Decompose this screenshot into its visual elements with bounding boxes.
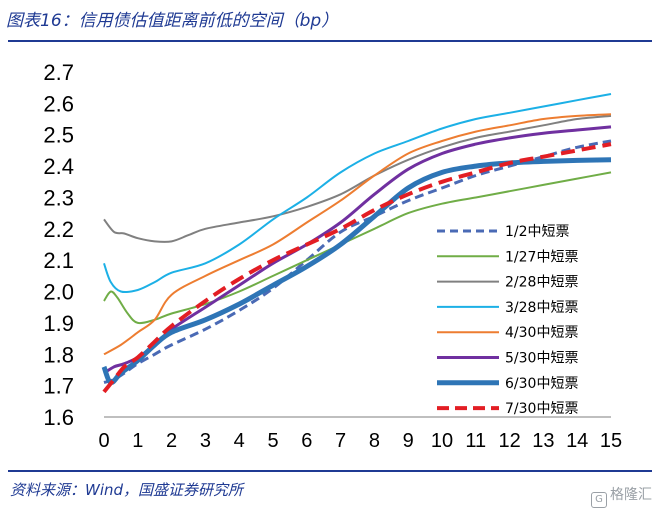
x-tick-label: 13 xyxy=(532,430,554,452)
y-tick-label: 2.1 xyxy=(43,248,74,273)
x-tick-label: 4 xyxy=(234,430,245,452)
top-rule xyxy=(8,40,652,42)
line-chart: 1.61.71.81.92.02.12.22.32.42.52.62.70 1 2 3… xyxy=(43,60,622,452)
y-tick-label: 2.0 xyxy=(43,280,74,305)
x-tick-label: 15 xyxy=(600,430,622,452)
x-tick-label: 1 xyxy=(132,430,143,452)
x-tick-label: 14 xyxy=(566,430,588,452)
bottom-rule xyxy=(8,470,652,472)
x-tick-label: 6 xyxy=(301,430,312,452)
legend-label-3: 2/28中短票 xyxy=(505,275,578,291)
watermark: G 格隆汇 xyxy=(591,484,652,508)
legend-label-1: 1/2中短票 xyxy=(505,224,570,240)
x-tick-label: 10 xyxy=(431,430,453,452)
series-line-3 xyxy=(103,114,612,243)
x-tick-label: 11 xyxy=(465,430,486,452)
watermark-logo-icon: G xyxy=(591,492,607,508)
x-tick-label: 2 xyxy=(166,430,177,452)
legend-label-2: 1/27中短票 xyxy=(505,249,578,265)
y-tick-label: 1.7 xyxy=(43,374,74,399)
legend: 1/2中短票 1/27中短票 2/28中短票 3/28中短票 4/30中短票 5/30中短… xyxy=(437,224,578,417)
series-line-8 xyxy=(102,142,612,394)
y-tick-label: 1.6 xyxy=(43,405,74,430)
legend-label-7: 6/30中短票 xyxy=(505,376,578,392)
series-line-2 xyxy=(103,171,612,325)
y-tick-label: 2.3 xyxy=(43,185,74,210)
source-note: 资料来源：Wind，国盛证券研究所 xyxy=(10,481,244,499)
y-tick-label: 2.5 xyxy=(43,123,74,148)
legend-label-6: 5/30中短票 xyxy=(505,351,578,367)
chart-title: 图表16：信用债估值距离前低的空间（bp） xyxy=(6,11,339,31)
x-tick-label: 7 xyxy=(335,430,346,452)
watermark-text: 格隆汇 xyxy=(610,487,652,503)
y-tick-label: 1.8 xyxy=(43,342,74,367)
y-tick-label: 2.2 xyxy=(43,217,74,242)
x-tick-label: 5 xyxy=(267,430,278,452)
legend-label-8: 7/30中短票 xyxy=(505,401,578,417)
x-tick-label: 8 xyxy=(369,430,380,452)
x-tick-label: 0 xyxy=(98,430,109,452)
series-line-4 xyxy=(103,93,612,294)
legend-label-5: 4/30中短票 xyxy=(505,325,578,341)
y-tick-label: 1.9 xyxy=(43,311,74,336)
x-tick-label: 3 xyxy=(200,430,211,452)
y-tick-label: 2.4 xyxy=(43,154,74,179)
legend-label-4: 3/28中短票 xyxy=(505,300,578,316)
series-line-5 xyxy=(103,113,612,356)
x-tick-label: 9 xyxy=(403,430,414,452)
axes: 1.61.71.81.92.02.12.22.32.42.52.62.70 1 2 3… xyxy=(43,60,622,452)
y-tick-label: 2.7 xyxy=(43,60,74,85)
x-tick-label: 12 xyxy=(498,430,520,452)
plot-area xyxy=(101,93,612,394)
y-tick-label: 2.6 xyxy=(43,91,74,116)
